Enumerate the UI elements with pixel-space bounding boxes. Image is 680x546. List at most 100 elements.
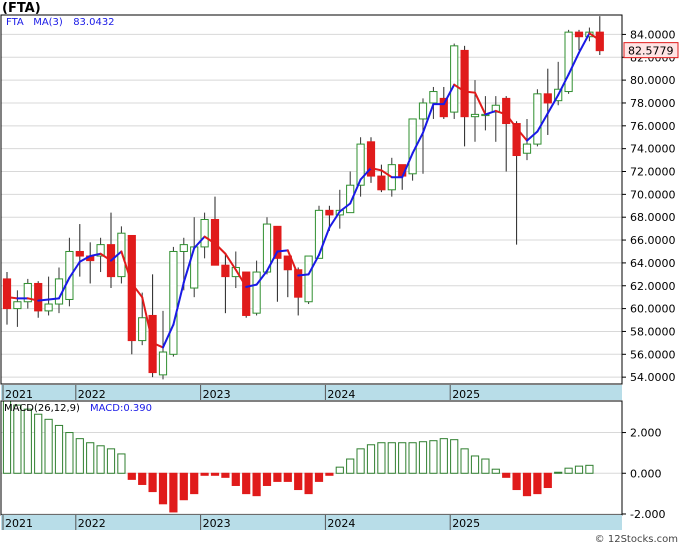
macd-bar [294,472,303,491]
macd-bar [491,468,500,474]
ma-segment [172,281,185,326]
ma-segment [120,250,133,285]
ma-segment [151,341,164,349]
candle-body [356,143,365,186]
last-price-box [623,42,679,59]
ma-segment [401,152,414,179]
macd-bar [262,472,272,486]
ma-segment [286,249,300,277]
price-y-tick-label: 68.0000 [630,211,676,224]
candle-body [2,278,12,310]
ma-segment [37,298,50,302]
candle-body [242,271,251,316]
macd-x-tick-label: 2024 [327,517,355,530]
ma-segment [411,131,424,155]
candle-body [179,244,188,252]
ma-segment [89,252,102,258]
ma-segment [99,252,112,262]
macd-bar [210,472,220,476]
price-x-tick-label: 2024 [327,388,355,401]
macd-bar [450,439,459,474]
price-moving-average [6,32,601,349]
macd-legend-item: MACD(26,12,9) [4,403,80,414]
price-y-tick-label: 70.0000 [630,188,676,201]
ma-segment [578,32,591,54]
ticker-label: (FTA) [2,1,41,16]
ma-segment [442,83,456,106]
ma-segment [214,242,227,255]
ma-segment [494,109,508,116]
ma-segment [515,127,528,142]
ma-segment [453,83,466,93]
macd-bar [377,442,386,474]
price-y-tick-label: 60.0000 [630,303,676,316]
macd-bar [169,472,178,513]
price-y-tick-label: 58.0000 [630,325,676,338]
candle-body [96,244,105,257]
ma-segment [505,113,518,130]
ma-segment [567,51,580,76]
macd-bar [44,418,53,474]
price-y-tick-label: 62.0000 [630,280,676,293]
price-x-axis: 2021 2022 2023 2024 2025 [2,385,480,401]
macd-bar [387,442,396,474]
macd-bar [221,472,230,478]
macd-bar [200,472,209,476]
ma-segment [474,91,487,116]
price-x-tick-label: 2025 [452,388,480,401]
candle-body [366,141,376,177]
ma-segment [6,296,19,300]
ma-segment [182,247,196,284]
macd-histogram [2,400,594,513]
price-y-tick-label: 66.0000 [630,234,676,247]
price-y-tick-label: 84.0000 [630,28,676,41]
candle-body [450,45,459,113]
candle-body [564,31,573,93]
ma-segment [276,249,289,253]
macd-bar [574,465,584,474]
ma-segment [26,297,40,302]
price-y-tick-label: 54.0000 [630,371,676,384]
ma-segment [245,283,258,288]
macd-x-tick-label: 2022 [78,517,106,530]
macd-bar [460,448,469,474]
ma-segment [224,252,237,271]
macd-bar [179,472,188,501]
macd-bar [190,472,199,495]
ma-segment [203,235,216,245]
macd-bar [65,432,74,474]
candle-body [169,250,178,355]
candle-body [65,250,74,300]
macd-y-tick-label: 2.000 [630,427,662,440]
price-x-tick-label: 2021 [5,388,33,401]
price-x-axis-band [1,385,622,400]
price-y-tick-label: 72.0000 [630,166,676,179]
macd-bar [231,472,240,486]
candle-body [283,255,292,271]
macd-bar [429,440,438,474]
macd-bar [96,445,105,474]
macd-bar [418,441,428,474]
macd-bar [398,442,407,474]
candle-body [418,102,428,120]
macd-x-axis: 2021 2022 2023 2024 2025 [2,515,480,530]
candle-body [304,255,313,303]
price-x-tick-label: 2022 [78,388,106,401]
price-y-tick-label: 80.0000 [630,74,676,87]
ma-segment [78,255,92,263]
ma-segment [297,273,310,277]
candle-body [429,91,438,104]
candle-body [574,31,584,38]
candle-body [595,31,604,52]
ma-segment [463,90,476,94]
ma-segment [110,250,123,262]
candle-body [75,250,84,257]
macd-bar [273,472,282,482]
macd-bar [470,455,480,474]
candle-body [460,49,469,118]
price-y-tick-label: 76.0000 [630,120,676,133]
candle-body [34,282,43,312]
macd-bar [148,472,157,493]
ma-segment [141,296,154,344]
